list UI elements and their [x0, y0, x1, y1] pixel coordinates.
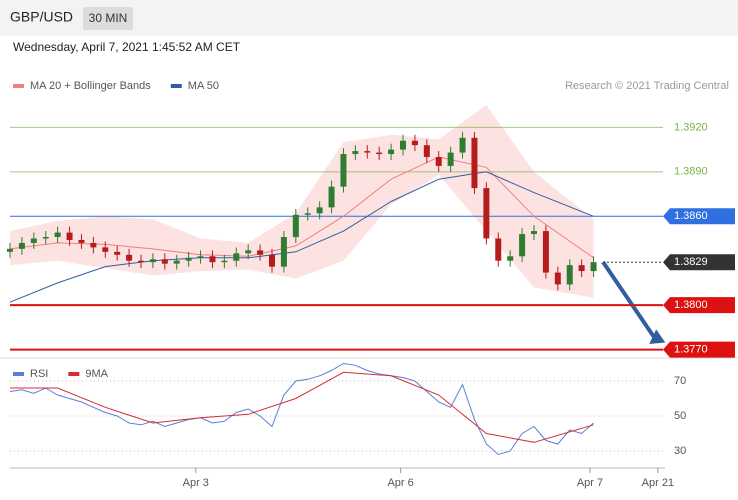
candle-body [257, 250, 264, 255]
level-tag [663, 208, 735, 225]
candle-body [102, 247, 109, 252]
level-label: 1.3890 [674, 166, 708, 178]
y-tick-label: 50 [674, 410, 686, 422]
candle-body [400, 140, 406, 150]
timeframe: 30 MIN [89, 11, 128, 25]
candle-body [185, 257, 192, 261]
symbol: GBP/USD [10, 9, 73, 25]
candle-body [423, 145, 430, 158]
x-tick-label: Apr 3 [183, 477, 209, 489]
candle-body [66, 232, 73, 240]
candle-body [54, 232, 61, 238]
candle-body [161, 259, 168, 264]
candle-body [352, 151, 359, 155]
candle-body [578, 265, 585, 272]
legend-swatch [170, 84, 182, 88]
candle-body [447, 152, 454, 166]
legend-label: 9MA [85, 368, 108, 380]
candle-body [280, 237, 287, 267]
level-label: 1.3800 [674, 299, 708, 311]
timestamp: Wednesday, April 7, 2021 1:45:52 AM CET [13, 40, 241, 54]
indicator-line [9, 362, 594, 456]
candle-body [90, 242, 97, 248]
candle-body [340, 154, 347, 187]
candle-body [328, 186, 335, 208]
y-tick-label: 30 [674, 445, 686, 457]
candle-body [149, 259, 156, 263]
level-tag [663, 297, 735, 314]
candle-body [245, 250, 252, 254]
candle-body [435, 157, 442, 166]
level-label: 1.3829 [674, 256, 708, 268]
x-tick-label: Apr 6 [387, 477, 413, 489]
candle-body [507, 256, 514, 261]
candle-body [459, 137, 466, 153]
candle-body [495, 238, 502, 261]
level-label: 1.3920 [674, 121, 708, 133]
x-tick-label: Apr 7 [577, 477, 603, 489]
timeframe-box [83, 7, 133, 30]
candle-body [197, 256, 204, 258]
candle-body [42, 237, 49, 239]
forecast-arrow [601, 260, 658, 342]
candle-body [114, 251, 121, 255]
candle-body [304, 213, 311, 215]
candle-body [364, 151, 371, 153]
indicator-line [10, 371, 594, 443]
candle-body [138, 260, 144, 263]
level-tag [663, 254, 735, 271]
candle-body [221, 260, 228, 263]
candle-body [292, 214, 299, 238]
ma-line [9, 171, 594, 303]
candle-body [316, 207, 323, 214]
legend-label: MA 50 [188, 80, 219, 92]
candle-body [590, 262, 597, 272]
candle-body [376, 152, 383, 155]
candle-body [78, 239, 85, 243]
copyright: Research © 2021 Trading Central [565, 80, 729, 92]
candle-body [30, 238, 37, 243]
legend-swatch [13, 372, 24, 376]
candle-body [471, 137, 478, 189]
level-label: 1.3860 [674, 210, 708, 222]
candle-body [566, 265, 573, 285]
candle-body [483, 188, 490, 239]
candle-body [388, 149, 395, 155]
candle-body [209, 256, 216, 263]
arrow-head [649, 329, 666, 345]
candle-body [554, 272, 561, 285]
level-label: 1.3770 [674, 343, 708, 355]
level-tag [663, 341, 735, 358]
candle-body [542, 231, 549, 273]
candle-body [233, 253, 240, 261]
y-tick-label: 70 [674, 375, 686, 387]
x-tick-label: Apr 21 [642, 477, 674, 489]
legend-swatch [68, 372, 80, 376]
candle-body [18, 242, 25, 249]
legend-swatch [13, 84, 24, 88]
candle-body [411, 140, 418, 146]
legend-label: MA 20 + Bollinger Bands [30, 80, 151, 92]
candle-body [531, 231, 537, 235]
legend-label: RSI [30, 368, 48, 380]
candle-body [519, 234, 526, 257]
candle-body [269, 254, 275, 267]
candle-body [173, 260, 180, 264]
candle-body [7, 248, 13, 252]
candle-body [126, 254, 133, 261]
